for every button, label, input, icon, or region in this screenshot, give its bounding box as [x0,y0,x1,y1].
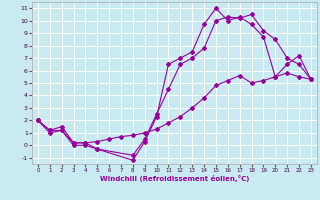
X-axis label: Windchill (Refroidissement éolien,°C): Windchill (Refroidissement éolien,°C) [100,175,249,182]
